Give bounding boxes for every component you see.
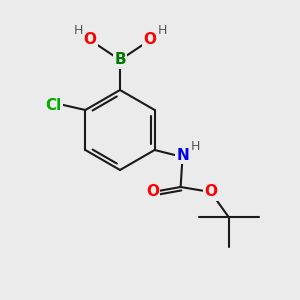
Text: O: O bbox=[146, 184, 159, 200]
Text: O: O bbox=[143, 32, 157, 47]
Text: O: O bbox=[204, 184, 217, 200]
Text: H: H bbox=[73, 23, 83, 37]
Text: H: H bbox=[191, 140, 200, 154]
Text: H: H bbox=[157, 23, 167, 37]
Text: B: B bbox=[114, 52, 126, 68]
Text: Cl: Cl bbox=[45, 98, 62, 112]
Text: N: N bbox=[176, 148, 189, 163]
Text: O: O bbox=[83, 32, 97, 47]
